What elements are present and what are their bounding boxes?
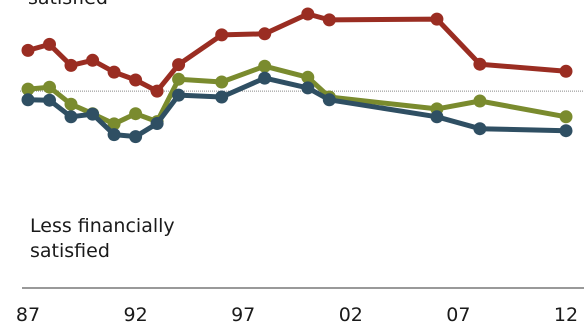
data-point <box>301 70 315 84</box>
series-layer <box>21 7 573 144</box>
data-point <box>172 88 186 102</box>
data-point <box>258 59 272 73</box>
data-point <box>322 93 336 107</box>
data-point <box>86 107 100 121</box>
data-point <box>430 12 444 26</box>
series-line <box>27 11 567 94</box>
data-point <box>172 58 186 72</box>
x-tick-label: 97 <box>231 304 255 326</box>
bottom-label-line1: Less financially <box>30 215 175 237</box>
data-point <box>258 71 272 85</box>
x-tick-label: 92 <box>124 304 148 326</box>
data-point <box>21 43 35 57</box>
series-1 <box>21 59 573 131</box>
series-2 <box>21 71 573 144</box>
data-point <box>21 82 35 96</box>
bottom-label-line2: satisfied <box>30 240 110 262</box>
data-point <box>43 37 56 51</box>
data-point <box>150 84 164 98</box>
data-point <box>107 128 121 142</box>
data-point <box>129 73 143 87</box>
data-point <box>301 81 315 95</box>
data-point <box>258 27 272 41</box>
x-tick-label: 07 <box>446 304 470 326</box>
data-point <box>430 110 444 124</box>
series-0 <box>21 7 573 98</box>
data-point <box>107 117 121 131</box>
x-tick-label: 87 <box>16 304 40 326</box>
data-point <box>64 97 78 111</box>
top-label: satisfied <box>28 0 108 11</box>
data-point <box>559 124 573 138</box>
data-point <box>43 80 56 94</box>
data-point <box>21 93 35 107</box>
data-point <box>473 94 487 108</box>
data-point <box>215 28 229 42</box>
data-point <box>215 90 229 104</box>
data-point <box>301 7 315 21</box>
x-tick-labels: 87 92 97 02 07 12 <box>16 304 578 326</box>
data-point <box>215 75 229 89</box>
data-point <box>86 53 100 67</box>
data-point <box>473 57 487 71</box>
data-point <box>150 117 164 130</box>
data-point <box>129 130 143 144</box>
data-point <box>107 65 121 79</box>
x-tick-label: 02 <box>339 304 363 326</box>
data-point <box>473 122 487 136</box>
data-point <box>129 107 143 121</box>
data-point <box>322 13 336 27</box>
data-point <box>64 110 78 124</box>
data-point <box>43 93 56 107</box>
data-point <box>172 72 186 86</box>
data-point <box>559 64 573 78</box>
bottom-label: Less financially satisfied <box>30 214 250 264</box>
x-tick-label: 12 <box>554 304 578 326</box>
data-point <box>64 58 78 72</box>
data-point <box>559 110 573 124</box>
